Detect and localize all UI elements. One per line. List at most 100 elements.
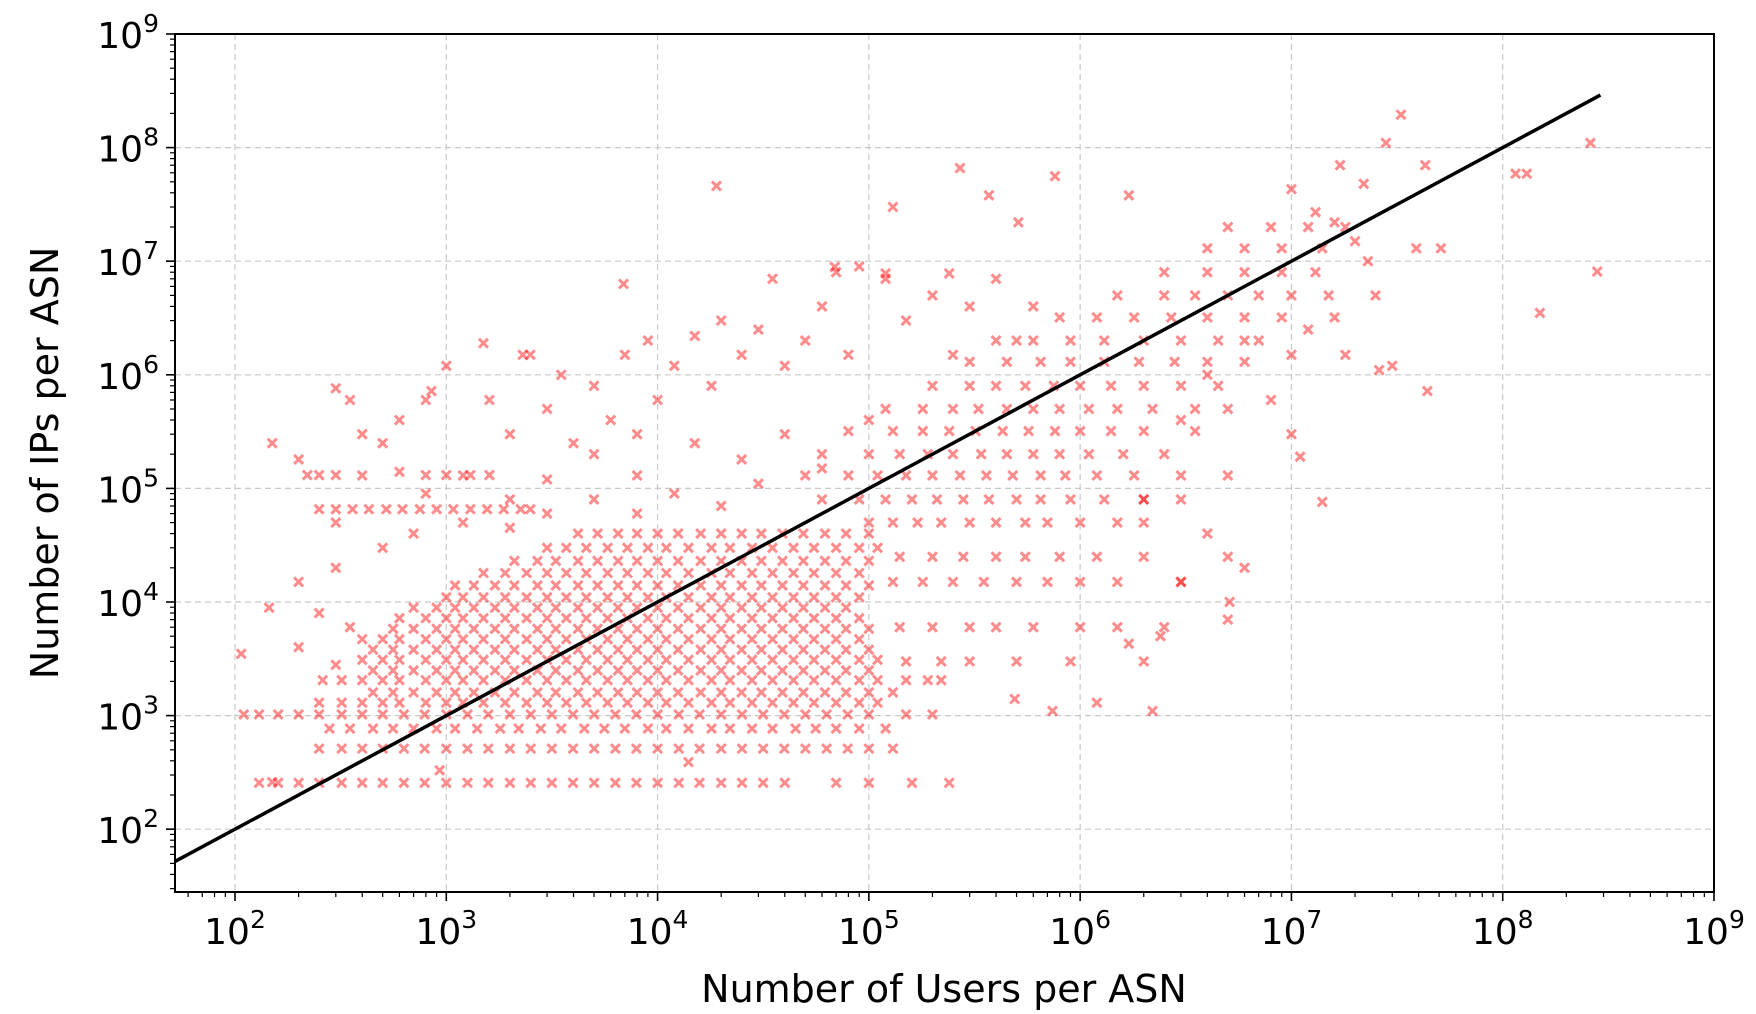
data-point	[477, 567, 490, 579]
x-tick-label: 103	[415, 905, 477, 953]
data-point	[293, 576, 305, 588]
data-point	[872, 469, 884, 482]
data-point	[840, 579, 852, 591]
data-point	[816, 462, 828, 474]
data-point	[863, 623, 875, 635]
data-point	[419, 743, 431, 755]
data-point	[1285, 349, 1297, 361]
data-point	[1138, 425, 1150, 437]
data-point	[695, 555, 707, 567]
data-point	[695, 664, 707, 676]
data-point	[900, 708, 912, 720]
data-point	[776, 686, 789, 698]
y-tick-label: 105	[97, 463, 159, 511]
data-point	[572, 664, 584, 676]
data-point	[431, 602, 443, 614]
data-point	[695, 644, 707, 656]
data-point	[1175, 493, 1187, 505]
data-point	[546, 708, 558, 720]
data-point	[840, 528, 852, 540]
data-point	[367, 664, 379, 676]
data-point	[489, 664, 501, 676]
data-point	[931, 493, 943, 505]
data-point	[715, 623, 727, 635]
data-point	[819, 664, 831, 676]
data-point	[560, 591, 572, 603]
data-point	[1138, 517, 1150, 529]
data-point	[705, 542, 718, 554]
data-point	[943, 425, 955, 437]
data-point	[330, 469, 342, 481]
data-point	[819, 555, 831, 567]
data-point	[1054, 551, 1066, 563]
data-point	[1212, 335, 1224, 347]
data-point	[457, 469, 469, 482]
data-point	[431, 664, 443, 676]
data-point	[1074, 621, 1086, 633]
data-point	[1285, 183, 1297, 195]
data-point	[1010, 576, 1023, 588]
data-point	[705, 723, 718, 735]
data-point	[588, 380, 600, 392]
data-point	[541, 508, 553, 520]
data-point	[408, 664, 420, 676]
data-point	[580, 612, 592, 624]
data-point	[380, 503, 392, 515]
data-point	[672, 555, 684, 567]
data-point	[525, 708, 537, 720]
data-point	[840, 623, 852, 635]
data-point	[693, 708, 706, 720]
data-point	[829, 261, 841, 273]
data-point	[887, 517, 899, 529]
data-point	[592, 579, 604, 591]
data-point	[602, 697, 614, 709]
data-point	[330, 562, 342, 574]
data-point	[449, 644, 461, 656]
data-point	[776, 623, 789, 635]
data-point	[682, 591, 695, 603]
data-point	[550, 555, 562, 567]
data-point	[755, 555, 767, 567]
data-point	[515, 503, 527, 515]
data-point	[766, 542, 779, 554]
data-point	[1105, 380, 1117, 392]
data-point	[853, 723, 865, 735]
data-point	[872, 697, 884, 709]
data-point	[736, 349, 748, 361]
data-point	[787, 612, 800, 624]
data-point	[356, 654, 368, 666]
data-point	[1410, 242, 1422, 254]
data-point	[440, 777, 452, 789]
data-point	[457, 591, 469, 603]
data-point	[863, 448, 875, 460]
data-point	[431, 503, 443, 515]
data-point	[356, 708, 368, 720]
data-point	[724, 542, 736, 554]
data-point	[293, 641, 305, 653]
data-point	[408, 602, 420, 614]
data-point	[853, 612, 865, 624]
data-point	[1189, 289, 1201, 301]
data-point	[715, 664, 727, 676]
data-point	[572, 602, 584, 614]
data-point	[504, 428, 516, 440]
data-point	[1074, 576, 1086, 588]
data-point	[425, 385, 437, 397]
data-point	[975, 448, 987, 460]
data-point	[592, 686, 604, 698]
reference-line	[174, 93, 1602, 864]
data-point	[863, 414, 875, 426]
data-point	[602, 567, 614, 579]
data-point	[550, 623, 562, 635]
data-point	[840, 602, 852, 614]
data-point	[668, 360, 680, 372]
data-point	[419, 777, 431, 789]
x-tick-label: 104	[627, 905, 689, 953]
data-point	[1105, 425, 1117, 437]
data-point	[1309, 266, 1322, 278]
data-point	[440, 360, 452, 372]
data-point	[787, 654, 800, 666]
data-point	[1059, 469, 1071, 482]
data-point	[1175, 335, 1187, 347]
data-point	[468, 644, 480, 656]
